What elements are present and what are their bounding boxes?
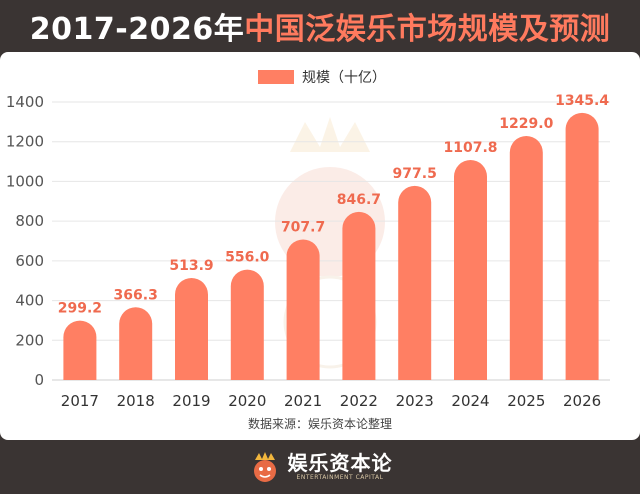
x-tick-label: 2022 (340, 392, 378, 410)
y-tick-label: 600 (15, 252, 44, 270)
x-tick-label: 2024 (451, 392, 489, 410)
legend-label: 规模（十亿） (302, 70, 386, 86)
legend-swatch (258, 70, 294, 84)
x-tick-label: 2025 (507, 392, 545, 410)
y-tick-label: 800 (15, 212, 44, 230)
crown-mascot-icon (253, 452, 276, 482)
data-label: 513.9 (169, 258, 213, 274)
y-tick-label: 1400 (6, 93, 44, 111)
bar-2024 (454, 160, 487, 380)
title-years: 2017-2026年 (29, 12, 245, 47)
bar-2017 (63, 320, 97, 380)
y-tick-label: 0 (34, 371, 44, 389)
x-tick-label: 2019 (172, 392, 210, 410)
chart-card: 0 200 400 600 800 1000 1200 1400 规模（十亿） 299.2 2017… (0, 52, 640, 440)
y-tick-label: 200 (15, 331, 44, 349)
chart-title: 2017-2026年 中国泛娱乐市场规模及预测 (0, 0, 640, 52)
bar-chart: 0 200 400 600 800 1000 1200 1400 规模（十亿） 299.2 2017… (6, 70, 610, 431)
data-label: 366.3 (114, 287, 158, 303)
bar-2023 (398, 185, 432, 380)
y-tick-label: 1200 (6, 133, 44, 151)
bar-2018 (119, 307, 153, 380)
title-main: 中国泛娱乐市场规模及预测 (244, 12, 611, 47)
source-note: 数据来源：娱乐资本论整理 (248, 416, 392, 431)
data-label: 1229.0 (499, 116, 553, 132)
x-tick-label: 2021 (284, 392, 322, 410)
data-label: 977.5 (393, 166, 437, 182)
bar-2026 (565, 112, 599, 380)
x-tick-label: 2023 (396, 392, 434, 410)
bar-2020 (230, 269, 264, 380)
logo-text-cn: 娱乐资本论 (287, 451, 393, 475)
footer: 娱乐资本论 ENTERTAINMENT CAPITAL (0, 440, 640, 494)
data-label: 1345.4 (555, 93, 609, 109)
bar-2025 (509, 135, 543, 380)
bar-2021 (286, 239, 320, 380)
data-label: 299.2 (58, 301, 102, 317)
logo-text-en: ENTERTAINMENT CAPITAL (296, 474, 384, 481)
data-label: 1107.8 (443, 140, 497, 156)
x-tick-label: 2026 (563, 392, 601, 410)
data-label: 556.0 (225, 250, 270, 266)
brand-logo: 娱乐资本论 ENTERTAINMENT CAPITAL (248, 450, 393, 484)
y-tick-label: 1000 (6, 172, 44, 190)
y-tick-label: 400 (15, 292, 44, 310)
x-tick-label: 2018 (117, 392, 155, 410)
x-tick-label: 2020 (228, 392, 266, 410)
bar-2022 (342, 211, 376, 380)
data-label: 846.7 (337, 192, 381, 208)
data-label: 707.7 (281, 219, 325, 235)
x-tick-label: 2017 (61, 392, 99, 410)
bar-2019 (175, 277, 208, 380)
